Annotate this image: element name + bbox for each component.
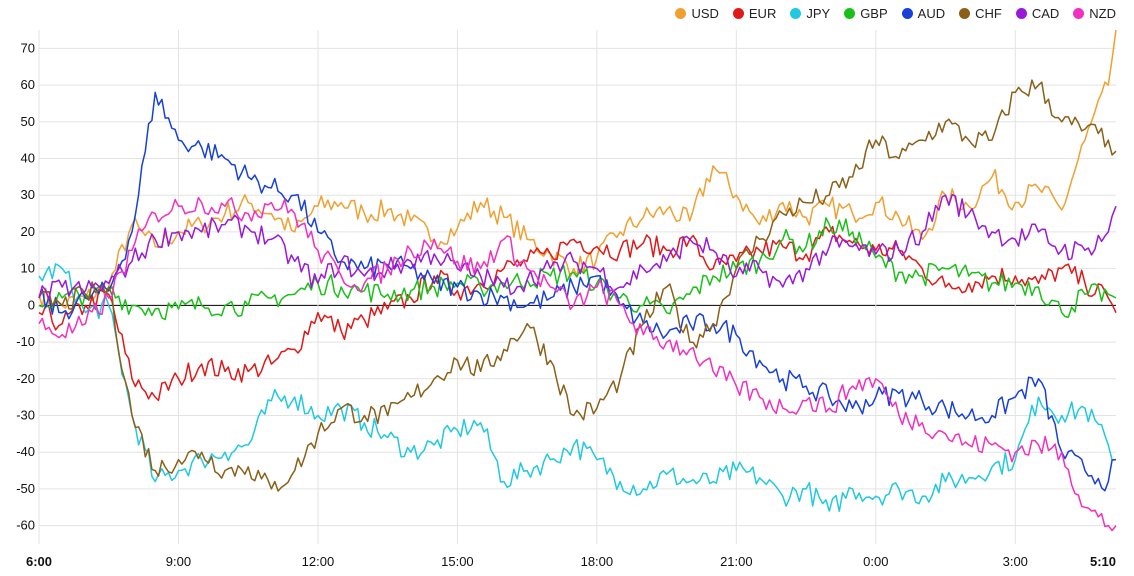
legend-label: JPY — [806, 6, 831, 21]
axes: 70 60 50 40 30 20 10 0 -10 -20 -30 -40 -50 -60 6:00 9:0… — [16, 40, 1116, 569]
y-tick-label: 40 — [21, 151, 35, 166]
y-tick-label: 60 — [21, 77, 35, 92]
x-tick-label: 6:00 — [26, 554, 52, 569]
y-tick-label: 20 — [21, 224, 35, 239]
series-line-aud — [38, 91, 1117, 492]
legend-swatch — [844, 8, 856, 19]
x-tick-label: 0:00 — [863, 554, 888, 569]
x-tick-label: 12:00 — [302, 554, 335, 569]
y-tick-label: 10 — [21, 261, 35, 276]
x-tick-label: 15:00 — [441, 554, 474, 569]
grid-lines — [38, 30, 1116, 544]
legend-label: EUR — [748, 6, 777, 21]
series-lines — [38, 29, 1117, 532]
legend-item-aud[interactable]: AUD — [901, 6, 946, 21]
legend-item-usd[interactable]: USD — [675, 6, 719, 21]
y-tick-label: -30 — [16, 408, 35, 423]
y-tick-label: -50 — [16, 481, 35, 496]
series-line-cad — [38, 193, 1117, 301]
chart-legend: USD EUR JPY GBP AUD CHF CAD NZD — [675, 6, 1116, 21]
legend-label: USD — [691, 6, 719, 21]
legend-swatch — [675, 8, 687, 19]
legend-swatch — [959, 8, 971, 19]
y-tick-label: 50 — [21, 114, 35, 129]
legend-item-nzd[interactable]: NZD — [1073, 6, 1116, 21]
y-tick-label: 0 — [28, 297, 35, 312]
legend-swatch — [790, 8, 802, 19]
series-line-gbp — [38, 217, 1117, 321]
y-tick-label: -40 — [16, 444, 35, 459]
legend-item-cad[interactable]: CAD — [1015, 6, 1060, 21]
legend-label: NZD — [1089, 6, 1116, 21]
y-tick-label: -20 — [16, 371, 35, 386]
x-tick-label: 3:00 — [1003, 554, 1028, 569]
legend-swatch — [1015, 8, 1027, 19]
legend-item-chf[interactable]: CHF — [959, 6, 1002, 21]
series-line-eur — [38, 225, 1117, 402]
x-tick-label: 21:00 — [720, 554, 753, 569]
legend-swatch — [1073, 8, 1085, 19]
legend-label: GBP — [860, 6, 888, 21]
x-tick-label: 18:00 — [581, 554, 614, 569]
legend-label: CAD — [1031, 6, 1060, 21]
legend-item-gbp[interactable]: GBP — [844, 6, 888, 21]
series-line-chf — [38, 79, 1117, 492]
legend-label: CHF — [975, 6, 1002, 21]
legend-item-jpy[interactable]: JPY — [790, 6, 830, 21]
x-tick-label: 9:00 — [166, 554, 191, 569]
y-tick-label: -60 — [16, 518, 35, 533]
y-tick-label: 30 — [21, 187, 35, 202]
y-tick-label: 70 — [21, 40, 35, 55]
legend-swatch — [732, 8, 744, 19]
x-tick-label: 5:10 — [1090, 554, 1116, 569]
legend-swatch — [901, 8, 913, 19]
series-line-nzd — [38, 196, 1117, 532]
series-line-jpy — [38, 263, 1117, 513]
legend-item-eur[interactable]: EUR — [732, 6, 777, 21]
y-tick-label: -10 — [16, 334, 35, 349]
legend-label: AUD — [917, 6, 946, 21]
